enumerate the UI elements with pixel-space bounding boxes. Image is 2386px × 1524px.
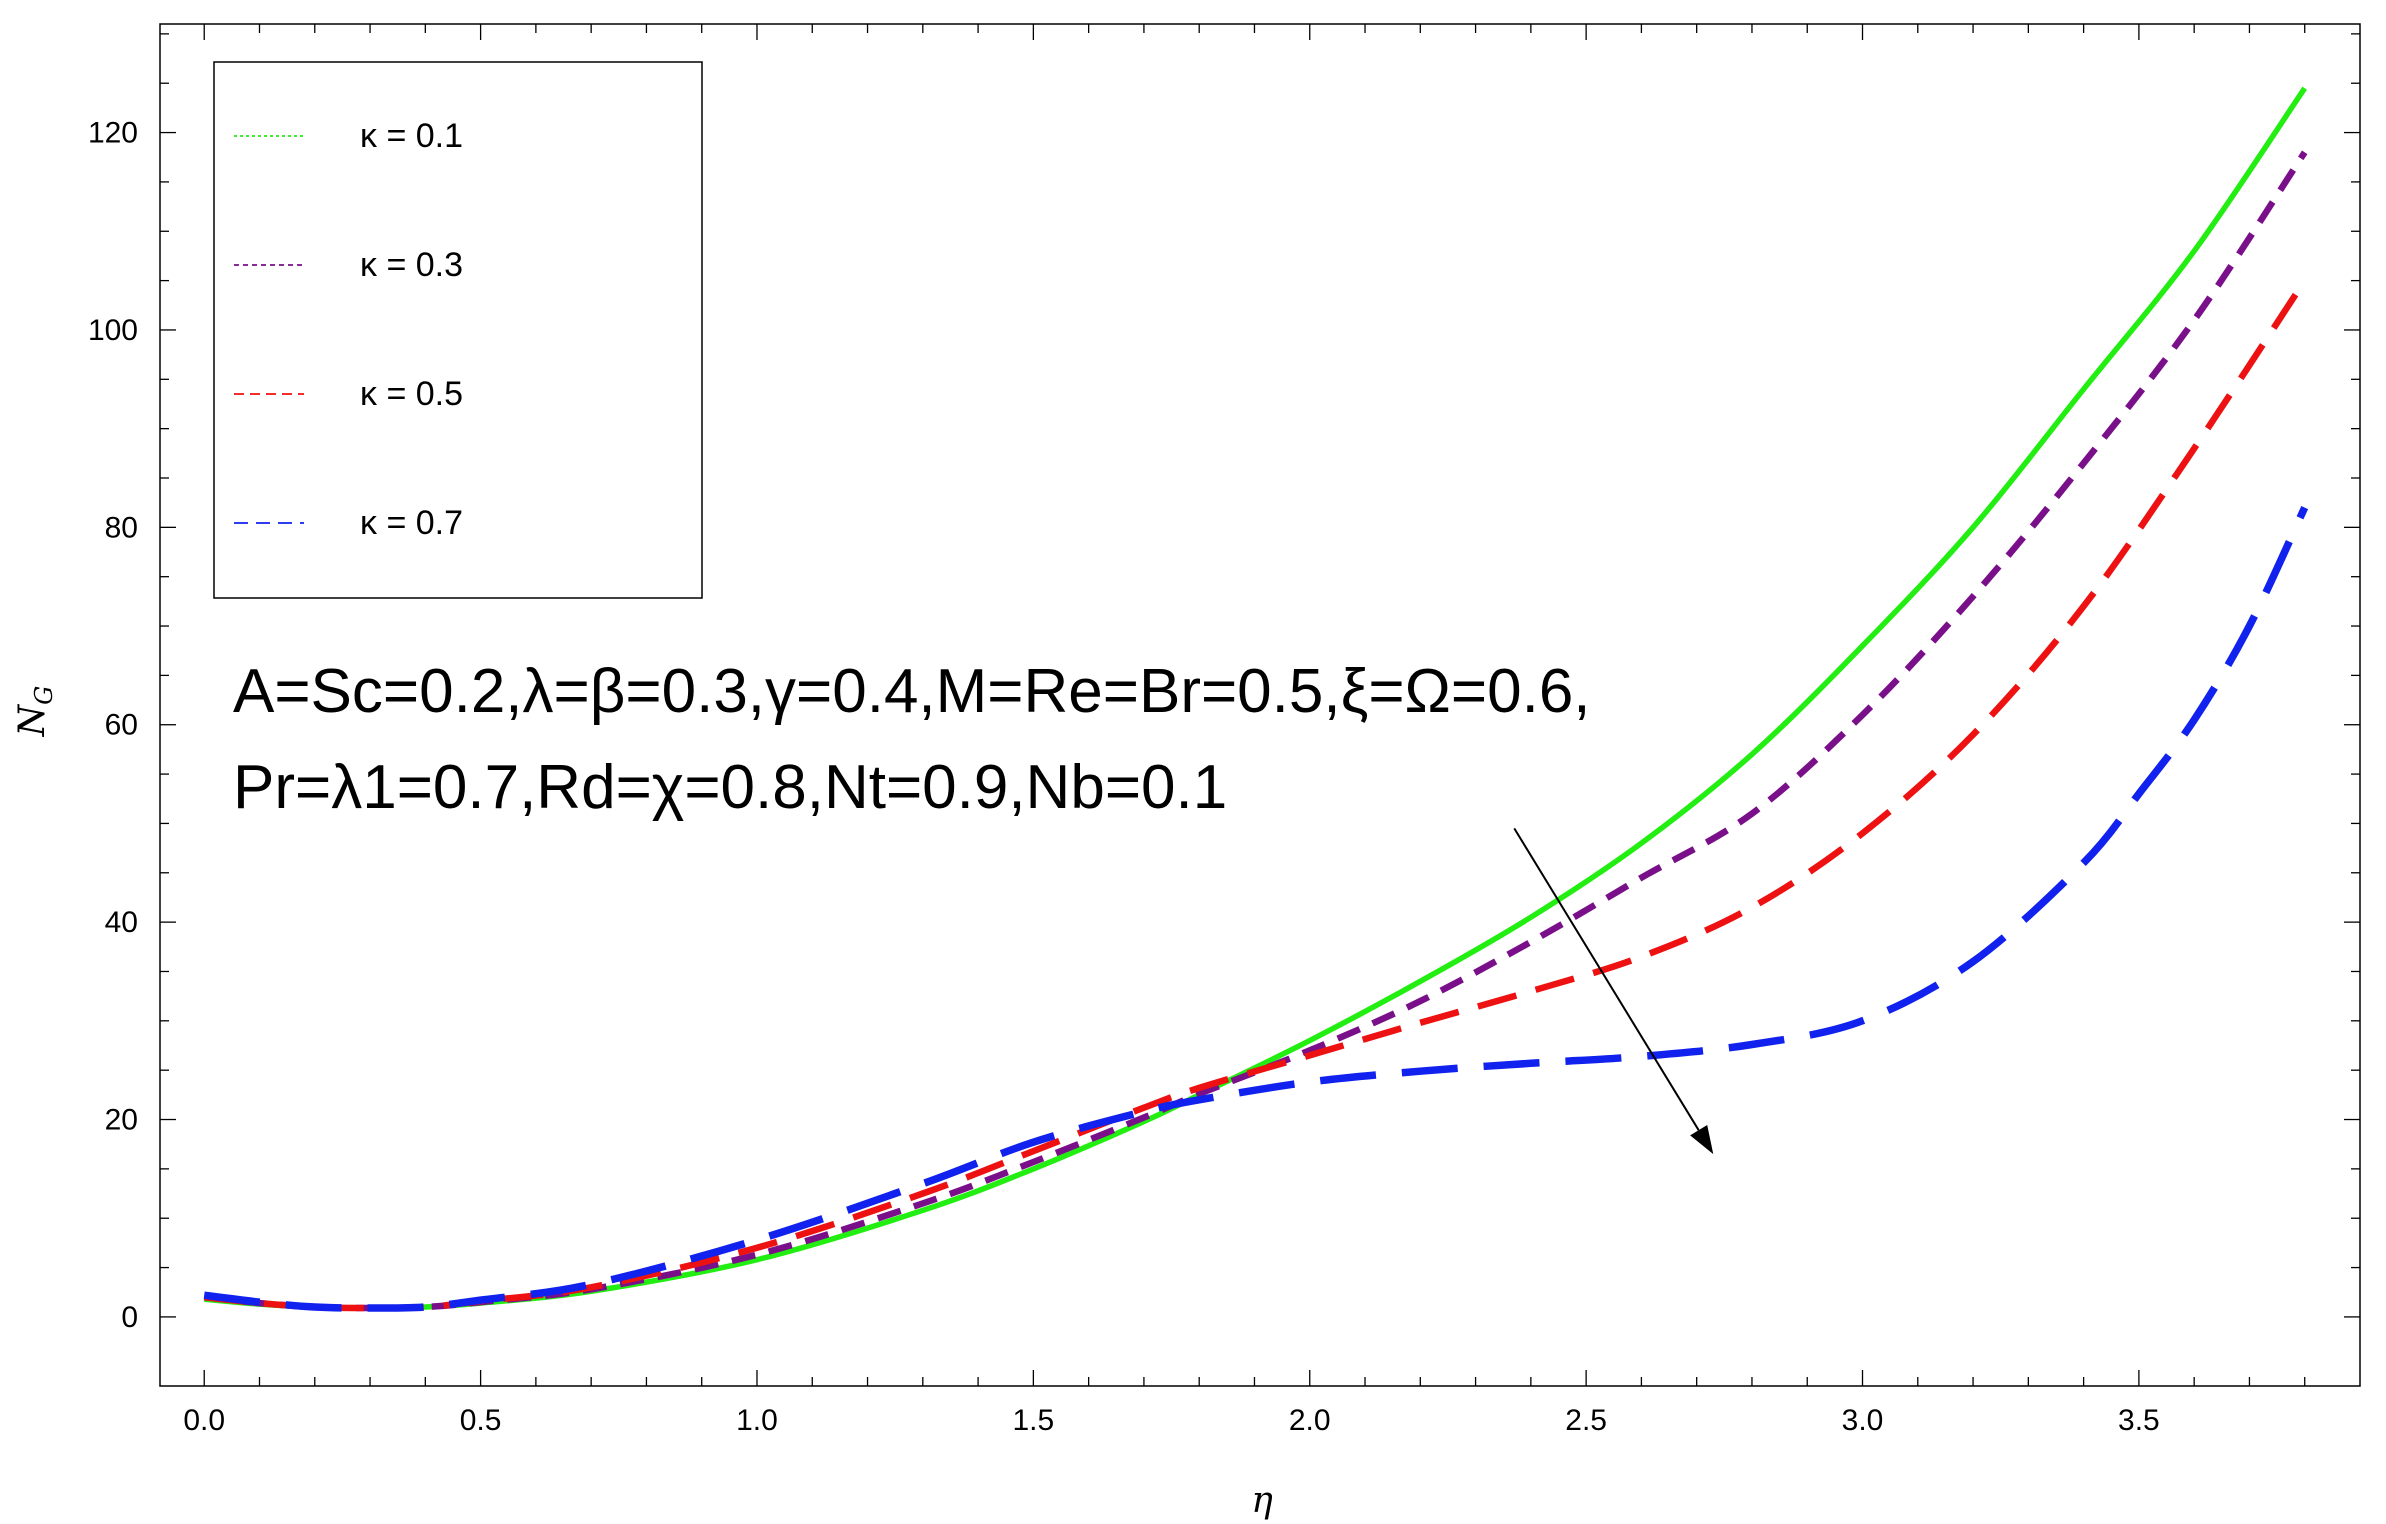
ticks: 0.0 0.5 1.0 1.5 2.0 2.5 3.0 3.5 0 20 40 60 80 100 120	[88, 24, 2360, 1437]
legend-box	[213, 61, 703, 599]
series-line-4	[203, 506, 2309, 1312]
arrow-head	[1690, 1124, 1714, 1155]
legend-label: κ = 0.5	[360, 375, 463, 413]
x-axis-title: η	[1251, 1480, 1273, 1521]
y-tick-label: 80	[105, 511, 138, 544]
arrow-shaft	[1513, 827, 1700, 1131]
trend-arrow	[1513, 827, 1714, 1155]
x-tick-label: 2.0	[1289, 1404, 1331, 1437]
x-tick-label: 3.0	[1842, 1404, 1884, 1437]
y-tick-label: 20	[105, 1104, 138, 1137]
annotation: A=Sc=0.2,λ=β=0.3,γ=0.4,M=Re=Br=0.5,ξ=Ω=0…	[233, 657, 1591, 822]
y-tick-label: 100	[88, 314, 138, 347]
legend-label: κ = 0.3	[360, 246, 463, 284]
y-tick-label: 120	[88, 117, 138, 150]
x-tick-label: 1.0	[736, 1404, 778, 1437]
y-tick-label: 60	[105, 709, 138, 742]
series-layer	[203, 86, 2309, 1312]
y-tick-label: 40	[105, 906, 138, 939]
x-tick-label: 0.0	[183, 1404, 225, 1437]
x-tick-label: 3.5	[2118, 1404, 2160, 1437]
plot-frame	[159, 23, 2361, 1387]
y-tick-label: 0	[121, 1301, 138, 1334]
y-axis-title: NG	[12, 686, 58, 738]
x-tick-label: 1.5	[1013, 1404, 1055, 1437]
annotation-line-1: A=Sc=0.2,λ=β=0.3,γ=0.4,M=Re=Br=0.5,ξ=Ω=0…	[233, 657, 1591, 726]
legend: κ = 0.1 κ = 0.3 κ = 0.5 κ = 0.7	[213, 61, 703, 599]
legend-label: κ = 0.7	[360, 504, 463, 542]
y-axis-title-sub: G	[30, 686, 58, 705]
y-axis-title-main: N	[12, 703, 53, 737]
x-tick-label: 0.5	[460, 1404, 502, 1437]
legend-label: κ = 0.1	[360, 117, 463, 155]
svg-text:NG: NG	[12, 686, 58, 738]
x-tick-label: 2.5	[1565, 1404, 1607, 1437]
annotation-line-2: Pr=λ1=0.7,Rd=χ=0.8,Nt=0.9,Nb=0.1	[233, 753, 1227, 822]
